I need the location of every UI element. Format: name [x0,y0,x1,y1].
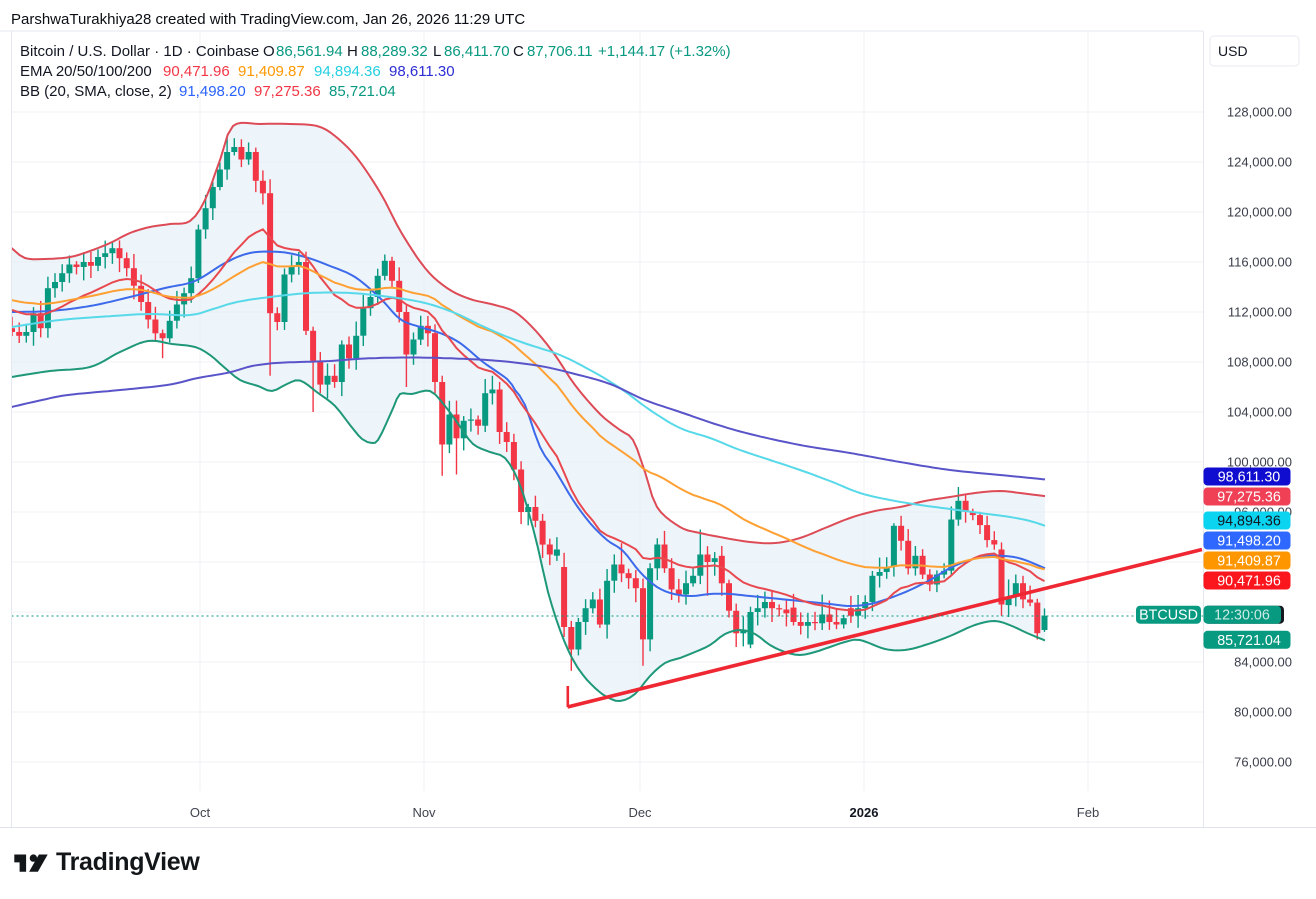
svg-text:91,409.87: 91,409.87 [1217,554,1281,570]
svg-text:88,289.32: 88,289.32 [361,43,428,60]
svg-text:90,471.96: 90,471.96 [163,63,230,80]
svg-text:TradingView: TradingView [56,848,200,876]
svg-text:86,561.94: 86,561.94 [276,43,343,60]
svg-text:C: C [513,43,524,60]
svg-text:12:30:06: 12:30:06 [1214,608,1270,624]
svg-text:128,000.00: 128,000.00 [1227,105,1292,120]
svg-text:H: H [347,43,358,60]
svg-text:ParshwaTurakhiya28 created wit: ParshwaTurakhiya28 created with TradingV… [11,11,525,28]
svg-text:L: L [433,43,441,60]
svg-text:Nov: Nov [412,805,436,820]
svg-text:Dec: Dec [628,805,652,820]
svg-text:120,000.00: 120,000.00 [1227,205,1292,220]
svg-text:100,000.00: 100,000.00 [1227,455,1292,470]
svg-text:84,000.00: 84,000.00 [1234,655,1292,670]
svg-text:91,498.20: 91,498.20 [179,83,246,100]
svg-text:108,000.00: 108,000.00 [1227,355,1292,370]
svg-text:O: O [263,43,275,60]
svg-text:Bitcoin / U.S. Dollar · 1D · C: Bitcoin / U.S. Dollar · 1D · Coinbase [20,43,259,60]
svg-text:2026: 2026 [850,805,879,820]
svg-text:USD: USD [1218,43,1248,59]
svg-text:Oct: Oct [190,805,211,820]
svg-text:Feb: Feb [1077,805,1099,820]
svg-text:94,894.36: 94,894.36 [1217,514,1281,530]
svg-text:BTCUSD: BTCUSD [1139,608,1198,624]
svg-text:+1,144.17 (+1.32%): +1,144.17 (+1.32%) [598,43,731,60]
svg-text:97,275.36: 97,275.36 [1217,490,1281,506]
svg-text:90,471.96: 90,471.96 [1217,574,1281,590]
svg-text:98,611.30: 98,611.30 [1218,470,1281,486]
svg-text:76,000.00: 76,000.00 [1234,755,1292,770]
svg-text:91,409.87: 91,409.87 [238,63,305,80]
svg-text:86,411.70: 86,411.70 [444,43,510,60]
svg-text:85,721.04: 85,721.04 [1217,633,1281,649]
svg-text:104,000.00: 104,000.00 [1227,405,1292,420]
svg-text:116,000.00: 116,000.00 [1228,255,1292,270]
svg-text:BB (20, SMA, close, 2): BB (20, SMA, close, 2) [20,83,172,100]
svg-text:124,000.00: 124,000.00 [1227,155,1292,170]
svg-text:94,894.36: 94,894.36 [314,63,381,80]
svg-text:EMA 20/50/100/200: EMA 20/50/100/200 [20,63,152,80]
svg-text:80,000.00: 80,000.00 [1234,705,1292,720]
svg-text:97,275.36: 97,275.36 [254,83,321,100]
svg-text:85,721.04: 85,721.04 [329,83,396,100]
svg-text:87,706.11: 87,706.11 [527,43,593,60]
svg-text:91,498.20: 91,498.20 [1217,534,1281,550]
svg-text:112,000.00: 112,000.00 [1228,305,1292,320]
svg-text:98,611.30: 98,611.30 [389,63,455,80]
